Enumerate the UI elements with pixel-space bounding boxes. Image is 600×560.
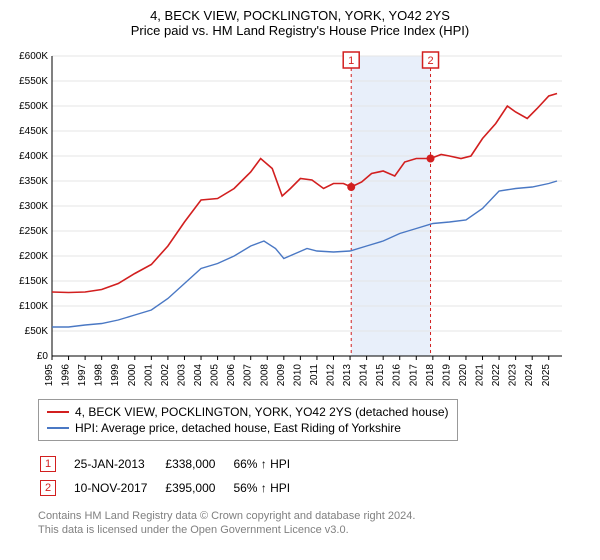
svg-text:1998: 1998 (94, 364, 105, 386)
svg-text:2011: 2011 (309, 364, 320, 386)
tx-delta: 56% ↑ HPI (233, 477, 306, 499)
svg-text:2007: 2007 (243, 364, 254, 386)
svg-text:1996: 1996 (61, 364, 72, 386)
svg-text:2000: 2000 (127, 364, 138, 386)
svg-text:2014: 2014 (359, 364, 370, 386)
chart-title: 4, BECK VIEW, POCKLINGTON, YORK, YO42 2Y… (10, 8, 590, 23)
svg-text:£0: £0 (37, 351, 49, 362)
svg-text:£50K: £50K (25, 326, 49, 337)
svg-text:£450K: £450K (19, 126, 48, 137)
svg-text:1997: 1997 (77, 364, 88, 386)
svg-text:£300K: £300K (19, 201, 48, 212)
legend-swatch-1 (47, 411, 69, 413)
svg-text:£200K: £200K (19, 251, 48, 262)
svg-text:2021: 2021 (475, 364, 486, 386)
svg-text:1999: 1999 (110, 364, 121, 386)
tx-price: £395,000 (165, 477, 231, 499)
legend-swatch-2 (47, 427, 69, 429)
svg-text:£350K: £350K (19, 176, 48, 187)
transaction-table: 1 25-JAN-2013£338,00066% ↑ HPI 2 10-NOV-201… (38, 451, 308, 501)
legend-row-2: HPI: Average price, detached house, East… (47, 420, 449, 436)
chart-subtitle: Price paid vs. HM Land Registry's House … (10, 23, 590, 38)
tx-date: 25-JAN-2013 (74, 453, 163, 475)
legend-label-1: 4, BECK VIEW, POCKLINGTON, YORK, YO42 2Y… (75, 405, 449, 419)
chart-container: 4, BECK VIEW, POCKLINGTON, YORK, YO42 2Y… (0, 0, 600, 548)
svg-text:2: 2 (427, 55, 433, 67)
svg-text:2016: 2016 (392, 364, 403, 386)
svg-text:2019: 2019 (441, 364, 452, 386)
svg-text:2018: 2018 (425, 364, 436, 386)
chart-area: £0 £50K £100K £150K £200K £250K £300K £350K £400… (10, 46, 590, 391)
svg-text:£500K: £500K (19, 101, 48, 112)
legend-row-1: 4, BECK VIEW, POCKLINGTON, YORK, YO42 2Y… (47, 404, 449, 420)
svg-text:£250K: £250K (19, 226, 48, 237)
svg-text:2006: 2006 (226, 364, 237, 386)
price-chart: £0 £50K £100K £150K £200K £250K £300K £350K £400… (10, 46, 570, 386)
svg-text:2004: 2004 (193, 364, 204, 386)
svg-text:£150K: £150K (19, 276, 48, 287)
svg-text:2015: 2015 (375, 364, 386, 386)
svg-text:2020: 2020 (458, 364, 469, 386)
svg-text:2025: 2025 (541, 364, 552, 386)
transaction-row: 1 25-JAN-2013£338,00066% ↑ HPI (40, 453, 306, 475)
legend: 4, BECK VIEW, POCKLINGTON, YORK, YO42 2Y… (38, 399, 458, 441)
svg-text:2009: 2009 (276, 364, 287, 386)
svg-text:2003: 2003 (176, 364, 187, 386)
svg-text:£100K: £100K (19, 301, 48, 312)
tx-price: £338,000 (165, 453, 231, 475)
svg-text:2005: 2005 (210, 364, 221, 386)
svg-text:2012: 2012 (325, 364, 336, 386)
svg-text:£550K: £550K (19, 76, 48, 87)
svg-text:2010: 2010 (292, 364, 303, 386)
svg-text:1995: 1995 (44, 364, 55, 386)
tx-date: 10-NOV-2017 (74, 477, 163, 499)
svg-text:2024: 2024 (524, 364, 535, 386)
svg-text:2022: 2022 (491, 364, 502, 386)
legend-label-2: HPI: Average price, detached house, East… (75, 421, 401, 435)
attribution-line-1: Contains HM Land Registry data © Crown c… (38, 509, 590, 523)
tx-delta: 66% ↑ HPI (233, 453, 306, 475)
svg-text:£400K: £400K (19, 151, 48, 162)
svg-text:2008: 2008 (259, 364, 270, 386)
svg-text:2001: 2001 (143, 364, 154, 386)
svg-text:2017: 2017 (408, 364, 419, 386)
marker-badge: 2 (40, 480, 56, 496)
svg-text:2002: 2002 (160, 364, 171, 386)
attribution-line-2: This data is licensed under the Open Gov… (38, 523, 590, 537)
attribution: Contains HM Land Registry data © Crown c… (38, 509, 590, 538)
svg-text:2013: 2013 (342, 364, 353, 386)
svg-text:1: 1 (348, 55, 354, 67)
marker-badge: 1 (40, 456, 56, 472)
svg-text:£600K: £600K (19, 51, 48, 62)
transaction-row: 2 10-NOV-2017£395,00056% ↑ HPI (40, 477, 306, 499)
svg-text:2023: 2023 (508, 364, 519, 386)
